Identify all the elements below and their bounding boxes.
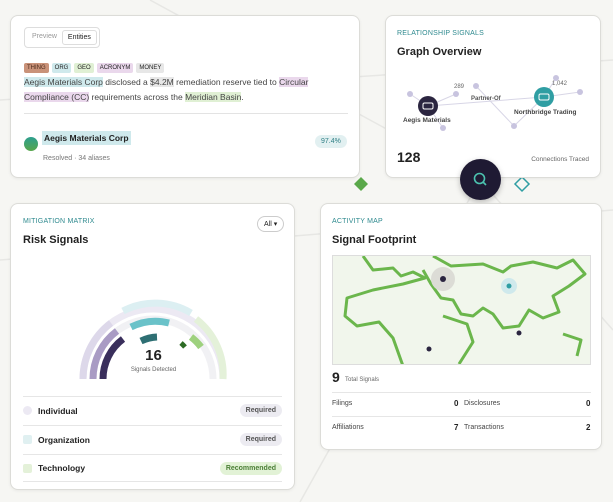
stat-label: Transactions bbox=[464, 424, 504, 431]
tag: ACRONYM bbox=[96, 63, 134, 73]
row-icon bbox=[23, 406, 32, 415]
filter-value[interactable]: All bbox=[264, 221, 272, 228]
stat-value: 2 bbox=[586, 423, 591, 432]
edge-value: 1,042 bbox=[552, 81, 568, 87]
tag: GEO bbox=[74, 63, 94, 73]
divider bbox=[332, 416, 591, 417]
risk-row[interactable]: Individual Required bbox=[23, 396, 282, 424]
score: 97.4% bbox=[315, 135, 347, 148]
status-pill: Recommended bbox=[219, 461, 282, 475]
text: requirements across the bbox=[89, 92, 186, 102]
count-label: Signals Detected bbox=[130, 367, 177, 373]
graph-card: RELATIONSHIP SIGNALS Graph Overview 289 … bbox=[385, 15, 601, 178]
stat-label: Affiliations bbox=[332, 424, 364, 431]
card-title: Risk Signals bbox=[23, 234, 89, 246]
gauge bbox=[79, 299, 227, 380]
text: remediation reserve tied to bbox=[173, 77, 280, 87]
entity-meta: Resolved · 34 aliases bbox=[43, 155, 110, 162]
eyebrow: ACTIVITY MAP bbox=[332, 218, 383, 225]
count: 16 bbox=[145, 347, 162, 364]
map-card: ACTIVITY MAP Signal Footprint 9 Total Si… bbox=[320, 203, 602, 450]
search-button[interactable] bbox=[460, 159, 501, 200]
eyebrow: MITIGATION MATRIX bbox=[23, 218, 95, 225]
divider bbox=[332, 392, 591, 393]
text: disclosed a bbox=[102, 77, 151, 87]
risk-row[interactable]: Technology Recommended bbox=[23, 454, 282, 482]
sentence: Aegis Materials Corp disclosed a $4.2M r… bbox=[24, 75, 339, 105]
count-label: Connections Traced bbox=[531, 156, 589, 163]
risk-row[interactable]: Organization Required bbox=[23, 425, 282, 453]
count: 128 bbox=[397, 149, 421, 165]
divider bbox=[24, 113, 348, 114]
card-title: Signal Footprint bbox=[332, 234, 417, 246]
row-icon bbox=[23, 435, 32, 444]
node-label: Aegis Materials bbox=[403, 117, 451, 124]
row-icon bbox=[23, 463, 32, 473]
tag-row: THING ORG GEO ACRONYM MONEY bbox=[24, 56, 167, 74]
stat-value: 0 bbox=[586, 399, 591, 408]
total: 9 bbox=[332, 369, 340, 385]
stat-label: Disclosures bbox=[464, 400, 501, 407]
tag: ORG bbox=[51, 63, 72, 73]
row-label: Individual bbox=[38, 405, 78, 416]
edge-value: 289 bbox=[454, 84, 465, 90]
row-label: Organization bbox=[38, 434, 90, 445]
tab[interactable]: Entities bbox=[61, 30, 97, 45]
entity-highlight[interactable]: Meridian Basin bbox=[185, 92, 242, 102]
filter-dropdown[interactable]: All ▾ bbox=[257, 216, 285, 232]
entity-card: Preview Entities THING ORG GEO ACRONYM MONEY… bbox=[10, 15, 360, 178]
stat-value: 0 bbox=[454, 399, 459, 408]
tag: MONEY bbox=[136, 63, 165, 73]
status-pill: Required bbox=[239, 433, 282, 446]
entity-highlight[interactable]: $4.2M bbox=[150, 77, 174, 87]
entity-icon bbox=[24, 137, 38, 151]
eyebrow: RELATIONSHIP SIGNALS bbox=[397, 30, 484, 37]
entity-highlight[interactable]: Aegis Materials Corp bbox=[24, 77, 103, 87]
tabs: Preview Entities bbox=[24, 27, 100, 48]
search-icon bbox=[473, 172, 487, 186]
card-title: Graph Overview bbox=[397, 46, 482, 58]
total-label: Total Signals bbox=[345, 377, 380, 383]
stat-label: Filings bbox=[332, 400, 353, 407]
tab[interactable]: Preview bbox=[32, 33, 57, 40]
row-label: Technology bbox=[38, 463, 86, 473]
graph bbox=[407, 75, 583, 131]
tag: THING bbox=[24, 63, 49, 73]
node-label: Northbridge Trading bbox=[514, 109, 577, 116]
text: . bbox=[241, 92, 244, 102]
world-map bbox=[332, 255, 591, 365]
entity-name[interactable]: Aegis Materials Corp bbox=[42, 131, 131, 145]
stat-value: 7 bbox=[454, 423, 459, 432]
risk-card: MITIGATION MATRIX Risk Signals All ▾ 16 … bbox=[10, 203, 295, 490]
edge-label: Partner-Of bbox=[471, 96, 501, 102]
status-pill: Required bbox=[239, 404, 282, 417]
